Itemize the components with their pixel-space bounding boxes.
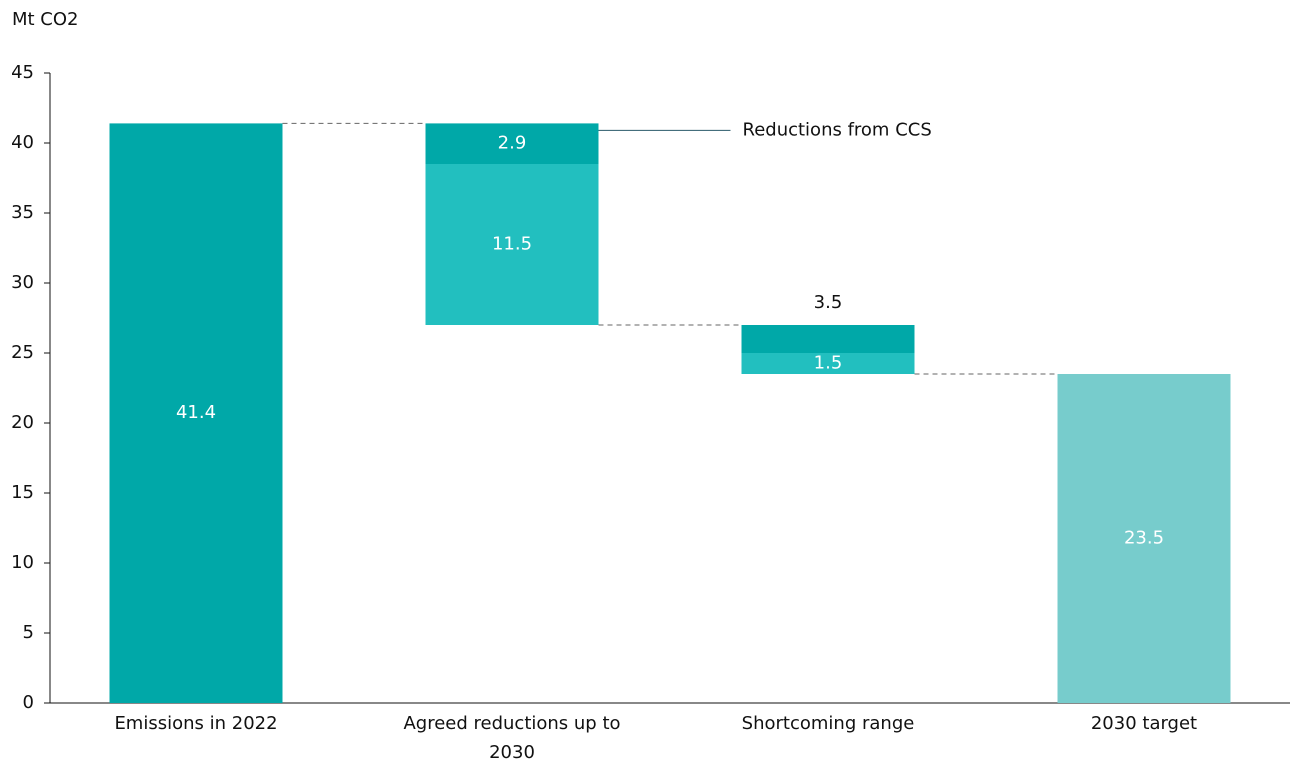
x-tick-label: Emissions in 2022 bbox=[114, 713, 278, 734]
y-tick-label: 15 bbox=[11, 482, 34, 503]
bar-segment bbox=[425, 123, 599, 164]
x-tick-label: 2030 target bbox=[1090, 713, 1198, 734]
y-tick-label: 40 bbox=[11, 132, 34, 153]
bar-segment bbox=[741, 325, 915, 353]
bar-segment bbox=[741, 353, 915, 374]
y-tick-label: 35 bbox=[11, 202, 34, 223]
x-tick-label-box: Emissions in 2022 bbox=[114, 713, 278, 734]
y-axis-label: Mt CO2 bbox=[12, 9, 79, 30]
y-tick-label: 30 bbox=[11, 272, 34, 293]
value-label: 23.5 bbox=[1124, 528, 1164, 549]
value-label: 2.9 bbox=[498, 133, 527, 154]
bar-segment bbox=[425, 164, 599, 325]
y-tick-label: 0 bbox=[23, 692, 34, 713]
bar-segment bbox=[109, 123, 283, 703]
y-tick-label: 25 bbox=[11, 342, 34, 363]
x-tick-label: Shortcoming range bbox=[741, 713, 915, 734]
x-tick-label-box: Agreed reductions up to 2030 bbox=[403, 713, 621, 763]
y-tick-label: 5 bbox=[23, 622, 34, 643]
y-tick-label: 10 bbox=[11, 552, 34, 573]
y-tick-label: 20 bbox=[11, 412, 34, 433]
x-tick-label: Agreed reductions up to 2030 bbox=[403, 713, 621, 763]
value-label: 41.4 bbox=[176, 402, 216, 423]
bar-segment bbox=[1057, 374, 1231, 703]
value-label: 11.5 bbox=[492, 234, 532, 255]
annotation: Reductions from CCS bbox=[743, 119, 932, 140]
x-tick-label-box: Shortcoming range bbox=[741, 713, 915, 734]
value-label: 1.5 bbox=[814, 353, 843, 374]
total-label: 3.5 bbox=[814, 292, 843, 313]
x-tick-label-box: 2030 target bbox=[1090, 713, 1198, 734]
y-tick-label: 45 bbox=[11, 62, 34, 83]
